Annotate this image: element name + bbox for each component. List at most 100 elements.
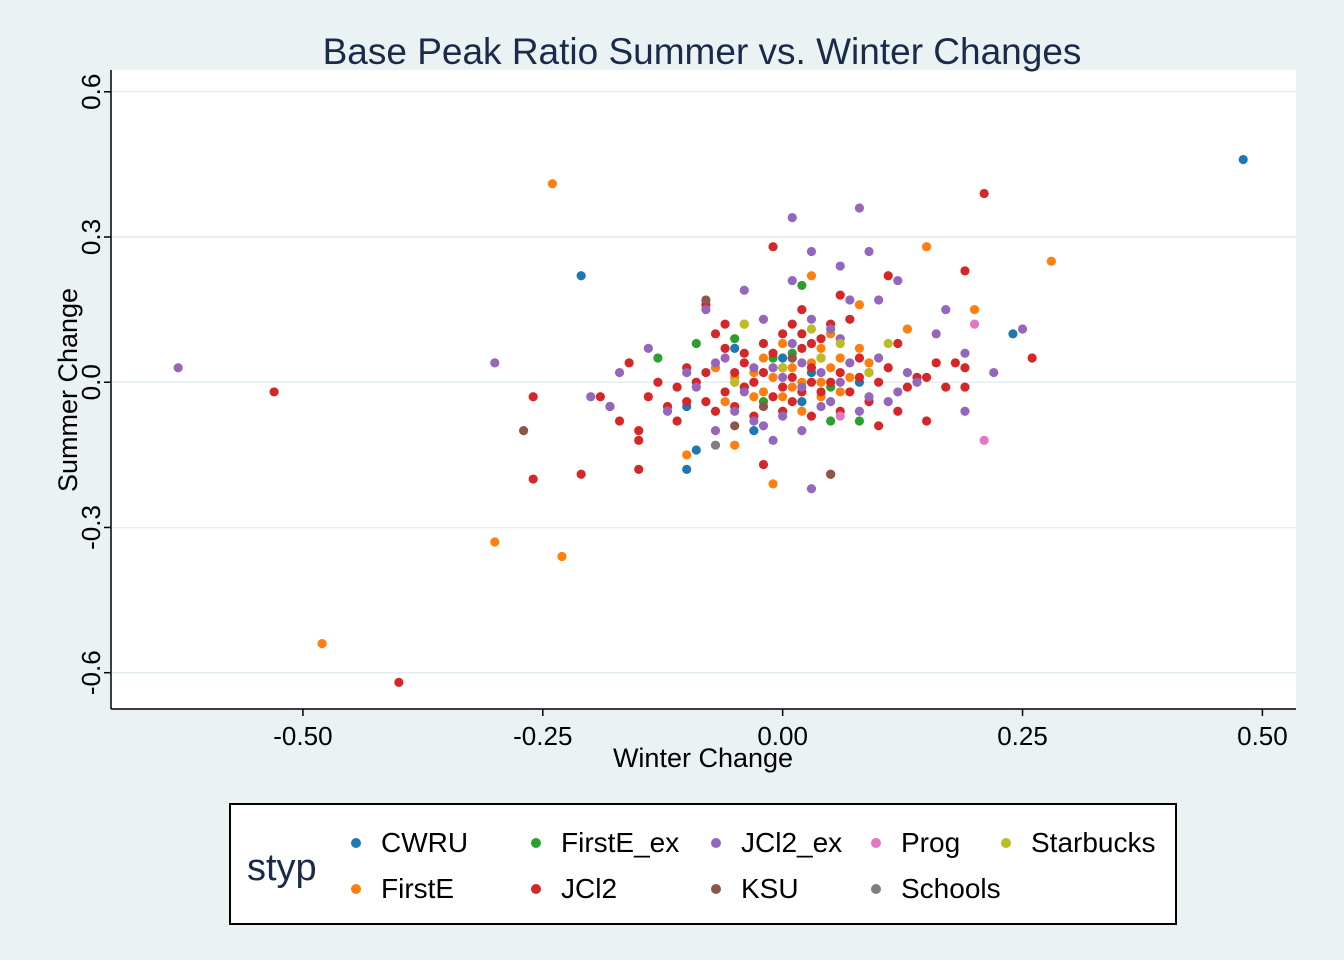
point-schools: [710, 440, 721, 450]
y-tick-label: 0.3: [76, 219, 106, 255]
point-firste: [490, 537, 500, 547]
point-jcl2-ex: [1017, 324, 1028, 334]
point-jcl2: [730, 367, 740, 378]
chart-title: Base Peak Ratio Summer vs. Winter Change…: [323, 31, 1082, 72]
legend-title: styp: [247, 847, 317, 889]
point-jcl2-ex: [739, 285, 749, 295]
point-jcl2-ex: [720, 353, 730, 363]
point-jcl2-ex: [893, 275, 903, 286]
point-jcl2: [960, 363, 970, 373]
point-firste: [816, 377, 826, 387]
point-jcl2: [835, 290, 845, 300]
point-jcl2: [960, 382, 970, 392]
point-jcl2: [931, 358, 941, 368]
point-cwru: [682, 464, 692, 474]
legend-label: FirstE_ex: [561, 827, 680, 858]
point-jcl2: [634, 426, 644, 436]
point-jcl2: [624, 358, 634, 368]
point-firste: [317, 639, 327, 649]
point-prog: [969, 319, 980, 329]
point-jcl2: [701, 367, 711, 378]
point-jcl2-ex: [845, 295, 855, 305]
point-jcl2: [394, 677, 404, 687]
point-cwru: [797, 397, 807, 407]
y-tick-label: 0.0: [76, 364, 106, 400]
legend-marker: [871, 838, 881, 848]
point-jcl2-ex: [845, 358, 855, 368]
point-jcl2: [921, 372, 932, 382]
point-firste-ex: [691, 338, 701, 349]
point-jcl2-ex: [854, 203, 865, 213]
point-jcl2-ex: [893, 387, 903, 397]
point-jcl2: [528, 392, 538, 402]
point-firste: [787, 363, 797, 373]
point-firste: [835, 353, 845, 363]
point-jcl2: [768, 348, 778, 358]
point-jcl2: [979, 188, 989, 199]
point-firste: [749, 392, 759, 402]
legend-label: Schools: [901, 873, 1001, 904]
point-jcl2: [672, 382, 682, 392]
point-jcl2-ex: [816, 367, 826, 378]
point-firste: [806, 271, 817, 281]
point-firste: [547, 179, 557, 189]
point-jcl2: [921, 416, 932, 426]
point-firste: [778, 392, 788, 402]
point-jcl2: [874, 377, 884, 387]
point-jcl2-ex: [768, 435, 778, 445]
point-jcl2-ex: [778, 372, 788, 382]
point-jcl2: [758, 367, 769, 378]
point-jcl2-ex: [816, 401, 826, 412]
point-jcl2: [720, 343, 730, 353]
point-jcl2-ex: [854, 406, 865, 416]
point-ksu: [787, 353, 797, 363]
point-jcl2: [1027, 353, 1037, 363]
point-starbucks: [883, 338, 893, 349]
point-jcl2-ex: [758, 314, 769, 324]
point-jcl2: [528, 474, 538, 484]
point-firste: [969, 305, 980, 315]
point-firste: [1046, 256, 1056, 266]
x-tick-label: 0.25: [997, 721, 1048, 751]
point-jcl2-ex: [826, 397, 836, 407]
point-cwru: [691, 445, 701, 455]
point-jcl2-ex: [989, 367, 999, 378]
point-jcl2: [595, 392, 605, 402]
legend-marker: [531, 838, 541, 848]
point-firste: [730, 440, 740, 450]
point-jcl2: [797, 343, 807, 353]
point-jcl2: [893, 338, 903, 349]
legend: styp CWRU FirstE FirstE_ex JCl2 JCl2_ex KSU Pr…: [229, 803, 1177, 925]
x-tick-label: 0.00: [757, 721, 808, 751]
legend-label: JCl2: [561, 873, 618, 904]
point-jcl2: [643, 392, 653, 402]
point-prog: [979, 435, 989, 445]
point-cwru: [749, 426, 759, 436]
point-jcl2-ex: [605, 401, 615, 412]
point-jcl2: [797, 329, 807, 339]
point-jcl2-ex: [874, 353, 884, 363]
point-jcl2-ex: [614, 367, 625, 378]
point-jcl2: [269, 387, 279, 397]
point-firste: [682, 450, 692, 460]
point-jcl2: [710, 406, 721, 416]
point-firste: [845, 372, 855, 382]
point-jcl2-ex: [768, 363, 778, 373]
axis-ticks: -0.6 -0.3 0.0 0.3 0.6 -0.50 -0.25 0.00 0.25 0.50: [76, 74, 1288, 751]
legend-label: CWRU: [381, 827, 469, 858]
point-jcl2: [634, 464, 644, 474]
point-jcl2-ex: [586, 392, 596, 402]
point-starbucks: [816, 353, 826, 363]
legend-item-firste: FirstE: [351, 873, 454, 905]
point-jcl2-ex: [797, 382, 807, 392]
point-jcl2: [682, 397, 692, 407]
point-firste: [902, 324, 912, 334]
point-jcl2: [758, 459, 769, 470]
x-tick-label: -0.25: [513, 721, 572, 751]
grid-lines: [111, 91, 1296, 674]
data-points: [173, 154, 1248, 687]
point-jcl2-ex: [778, 411, 788, 421]
plot-area: [111, 70, 1296, 709]
point-firste: [557, 551, 567, 562]
